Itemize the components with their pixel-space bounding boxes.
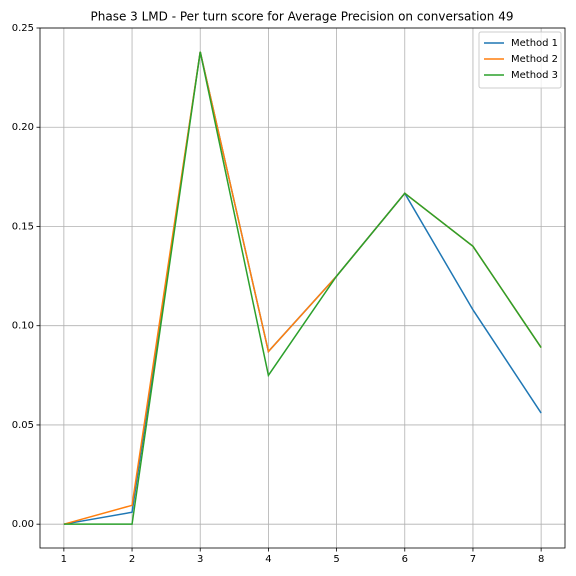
x-tick-label: 8: [538, 554, 544, 565]
legend-label: Method 3: [511, 70, 558, 81]
legend-label: Method 1: [511, 38, 558, 49]
series-line: [63, 51, 542, 525]
x-tick-label: 3: [197, 554, 203, 565]
y-tick-label: 0.10: [12, 321, 34, 332]
plot-frame: [39, 27, 566, 549]
x-tick-label: 5: [333, 554, 339, 565]
chart-title: Phase 3 LMD - Per turn score for Average…: [91, 10, 514, 24]
series-line: [63, 51, 542, 525]
series-line: [63, 51, 542, 525]
y-tick-label: 0.05: [12, 420, 34, 431]
x-tick-label: 1: [61, 554, 67, 565]
x-tick-label: 2: [129, 554, 135, 565]
legend-box: [478, 31, 562, 89]
y-tick-label: 0.20: [12, 122, 34, 133]
x-tick-label: 4: [265, 554, 271, 565]
x-tick-label: 6: [402, 554, 408, 565]
y-tick-label: 0.25: [12, 23, 34, 34]
legend-label: Method 2: [511, 54, 558, 65]
y-tick-label: 0.00: [12, 519, 34, 530]
y-tick-label: 0.15: [12, 221, 34, 232]
x-tick-label: 7: [470, 554, 476, 565]
